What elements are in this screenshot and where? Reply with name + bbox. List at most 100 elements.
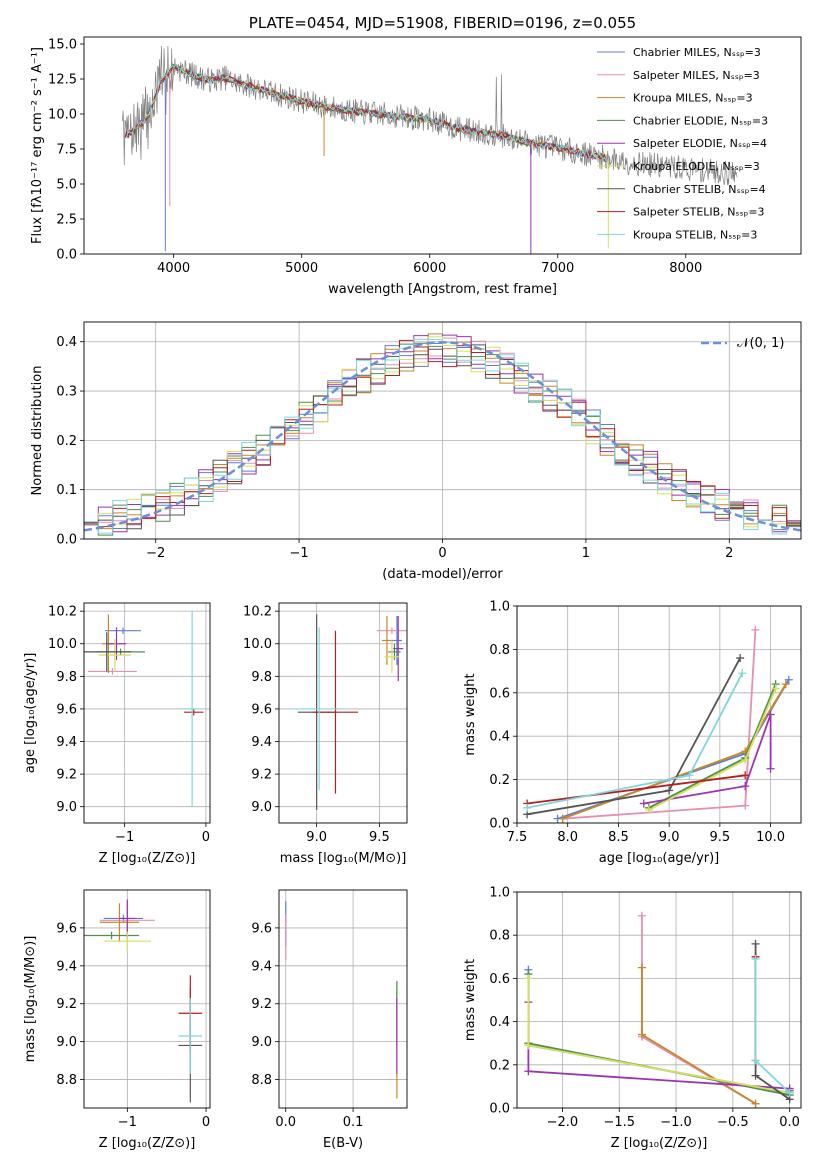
x-tick-label: 8000 — [669, 261, 702, 276]
weight-marker — [751, 939, 760, 948]
axes-frame — [83, 602, 211, 824]
weight-marker — [558, 814, 567, 823]
axes-weight-vs-Z: −2.0 −1.5 −1.0 −0.5 0.0 0.0 0.2 0.4 0.6 0.8 1.0 Z [… — [463, 886, 802, 1151]
y-tick-label: 0.0 — [489, 817, 510, 832]
x-tick-label: −2 — [146, 546, 165, 561]
x-tick-label: −1.0 — [660, 1115, 692, 1130]
weight-marker — [751, 625, 760, 634]
y-tick-label: 5.0 — [56, 178, 77, 193]
axes-frame — [516, 891, 802, 1109]
y-tick-label: 9.6 — [251, 921, 272, 936]
weight-marker — [741, 801, 750, 810]
weight-series-7 — [526, 774, 746, 805]
weight-marker — [524, 1067, 533, 1076]
legend-label: Kroupa STELIB, Nₛₛₚ=3 — [633, 228, 757, 241]
errorbar-point — [381, 616, 392, 665]
y-tick-label: 8.8 — [56, 1073, 77, 1088]
legend-label: Salpeter STELIB, Nₛₛₚ=3 — [633, 206, 765, 219]
x-tick-label: −2.0 — [547, 1115, 579, 1130]
y-tick-label: 0.6 — [489, 972, 510, 987]
x-axis-label: mass [log₁₀(M/M⊙)] — [280, 851, 407, 866]
y-tick-label: 0.4 — [56, 335, 77, 350]
weight-series-3 — [648, 683, 777, 809]
y-tick-label: 0.4 — [489, 730, 510, 745]
x-tick-label: 7000 — [541, 261, 574, 276]
errorbar-point — [119, 899, 136, 938]
axes-age-vs-mass: 9.0 9.5 9.0 9.2 9.4 9.6 9.8 10.0 10.2 mass [log₁₀… — [243, 602, 408, 866]
y-tick-label: 9.0 — [56, 800, 77, 815]
weight-series-8 — [526, 672, 743, 809]
legend-label: 𝒩(0, 1) — [737, 336, 784, 351]
y-tick-label: 0.0 — [489, 1102, 510, 1117]
errorbar-point — [88, 668, 137, 675]
weight-marker — [785, 1088, 794, 1097]
x-tick-label: −1.5 — [603, 1115, 635, 1130]
y-tick-label: 9.8 — [56, 670, 77, 685]
weight-series-1 — [562, 629, 757, 820]
y-tick-label: 0.3 — [56, 385, 77, 400]
axes-frame — [278, 602, 408, 824]
errorbar-point — [84, 931, 140, 940]
weight-marker — [751, 1099, 760, 1108]
axes-frame — [278, 889, 408, 1109]
residual-histogram-7 — [84, 339, 801, 528]
y-tick-label: 9.0 — [251, 1035, 272, 1050]
y-tick-label: 9.2 — [56, 997, 77, 1012]
y-tick-label: 9.6 — [56, 702, 77, 717]
legend-label: Kroupa ELODIE, Nₛₛₚ=3 — [633, 160, 760, 173]
x-tick-label: 0.0 — [275, 1115, 296, 1130]
x-tick-label: 4000 — [157, 261, 190, 276]
x-tick-label: 2 — [725, 546, 733, 561]
errorbar-point — [182, 611, 202, 807]
weight-marker — [771, 684, 780, 693]
y-tick-label: 0.2 — [489, 773, 510, 788]
x-tick-label: 0.0 — [779, 1115, 800, 1130]
x-tick-label: 1 — [582, 546, 590, 561]
x-axis-label: E(B-V) — [323, 1136, 363, 1151]
axes-residuals: −2 −1 0 1 2 0.0 0.1 0.2 0.3 0.4 (data-model)/error… — [30, 321, 802, 582]
y-tick-label: 0.0 — [56, 533, 77, 548]
errorbar-point — [103, 931, 151, 951]
y-axis-label: age [log₁₀(age/yr)] — [23, 653, 38, 774]
x-axis-label: (data-model)/error — [382, 567, 503, 582]
observed-spectrum — [122, 45, 738, 186]
x-axis-label: wavelength [Angstrom, rest frame] — [328, 282, 557, 297]
plot-area-residuals — [84, 333, 801, 536]
y-tick-label: 0.1 — [56, 483, 77, 498]
y-tick-label: 9.0 — [56, 1035, 77, 1050]
weight-marker — [741, 756, 750, 765]
x-tick-label: 8.5 — [608, 830, 629, 845]
axes-weight-vs-age: 7.5 8.0 8.5 9.0 9.5 10.0 0.0 0.2 0.4 0.6 0.8 1.0 age… — [463, 600, 802, 866]
chart-title: PLATE=0454, MJD=51908, FIBERID=0196, z=0… — [249, 14, 636, 32]
y-tick-label: 10.0 — [48, 108, 77, 123]
y-tick-label: 12.5 — [48, 73, 77, 88]
x-tick-label: 10.0 — [756, 830, 785, 845]
y-axis-label: mass [log₁₀(M/M⊙)] — [23, 936, 38, 1063]
weight-marker — [738, 669, 747, 678]
x-tick-label: −0.5 — [717, 1115, 749, 1130]
weight-marker — [766, 764, 775, 773]
legend-label: Salpeter ELODIE, Nₛₛₚ=4 — [633, 137, 767, 150]
legend-label: Salpeter MILES, Nₛₛₚ=3 — [633, 69, 760, 82]
model-spectrum-8 — [124, 64, 610, 162]
y-tick-label: 15.0 — [48, 38, 77, 53]
weight-marker — [751, 954, 760, 963]
plot-area-spectrum — [122, 45, 738, 254]
plot-area-age-vs-Z — [84, 611, 204, 807]
y-tick-label: 0.4 — [489, 1015, 510, 1030]
legend-label: Kroupa MILES, Nₛₛₚ=3 — [633, 92, 753, 105]
y-tick-label: 2.5 — [56, 213, 77, 228]
y-tick-label: 9.8 — [251, 670, 272, 685]
y-tick-label: 0.0 — [56, 248, 77, 263]
axes-frame — [516, 605, 802, 824]
errorbar-point — [178, 998, 203, 1074]
axes-age-vs-Z: −1 0 9.0 9.2 9.4 9.6 9.8 10.0 10.2 Z [log₁₀(Z/Z⊙)… — [23, 602, 211, 866]
legend-label: Chabrier ELODIE, Nₛₛₚ=3 — [633, 114, 768, 127]
weight-marker — [751, 1056, 760, 1065]
weight-marker — [524, 1041, 533, 1050]
y-tick-label: 10.0 — [48, 637, 77, 652]
errorbar-point — [84, 632, 132, 672]
x-tick-label: 9.0 — [306, 830, 327, 845]
y-axis-label: Flux [fλ10⁻¹⁷ erg cm⁻² s⁻¹ A⁻¹] — [30, 47, 45, 244]
